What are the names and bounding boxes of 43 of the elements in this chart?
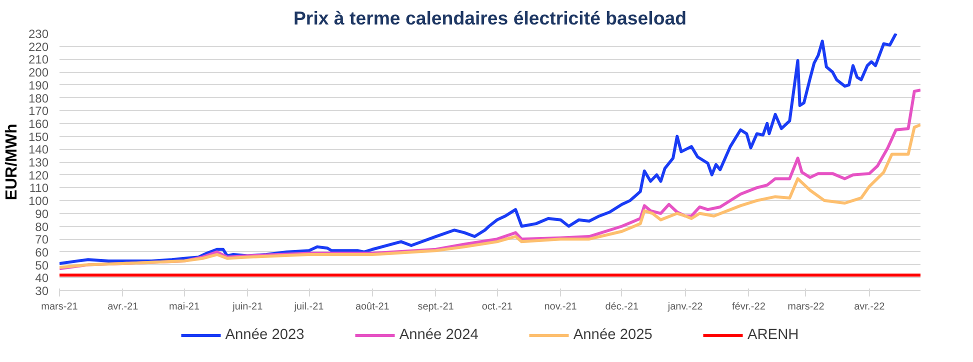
legend-label: Année 2023 [225,327,304,343]
line-series [60,123,920,269]
x-tick-label: mars-21 [41,302,78,312]
x-tick-label: avr.-22 [854,302,886,312]
x-tick-label: mars-22 [788,302,825,312]
x-tick-label: juin-21 [232,302,264,312]
y-tick-label: 230 [28,27,49,41]
x-tick-label: oct.-21 [482,302,513,312]
x-tick-label: juil.-21 [293,302,324,312]
x-tick-label: déc.-21 [605,302,640,312]
y-tick-label: 50 [35,258,49,272]
x-tick-label: mai-21 [168,302,200,312]
y-tick-label: 110 [29,181,49,196]
legend-label: ARENH [747,327,799,343]
y-tick-label: 170 [28,104,49,118]
y-tick-label: 210 [28,52,49,67]
y-tick-label: 220 [28,40,49,54]
x-tick-label: févr.-22 [732,302,766,312]
legend-label: Année 2025 [573,327,652,343]
y-tick-label: 180 [28,91,49,106]
y-axis-title: EUR/MWh [3,124,20,200]
line-series [60,34,898,266]
y-tick-label: 150 [28,130,49,144]
y-tick-label: 90 [35,206,49,221]
x-tick-label: janv.-22 [666,302,704,312]
y-tick-label: 200 [28,66,49,80]
x-tick-label: avr.-21 [108,302,139,312]
y-tick-label: 160 [28,116,49,131]
y-tick-label: 70 [35,232,49,247]
y-tick-label: 190 [28,78,49,92]
y-tick-label: 60 [35,245,49,260]
y-tick-label: 80 [35,220,49,234]
y-tick-label: 140 [28,142,49,157]
x-tick-label: nov.-21 [544,302,578,312]
y-tick-label: 100 [28,194,49,208]
y-tick-label: 40 [35,271,49,286]
y-tick-label: 130 [28,156,49,170]
y-tick-label: 30 [35,284,49,298]
chart-title: Prix à terme calendaires électricité baseload [293,8,687,28]
x-tick-label: sept.-21 [418,302,454,312]
x-tick-label: août-21 [355,302,390,312]
y-tick-label: 120 [28,168,49,182]
legend-label: Année 2024 [399,327,478,343]
